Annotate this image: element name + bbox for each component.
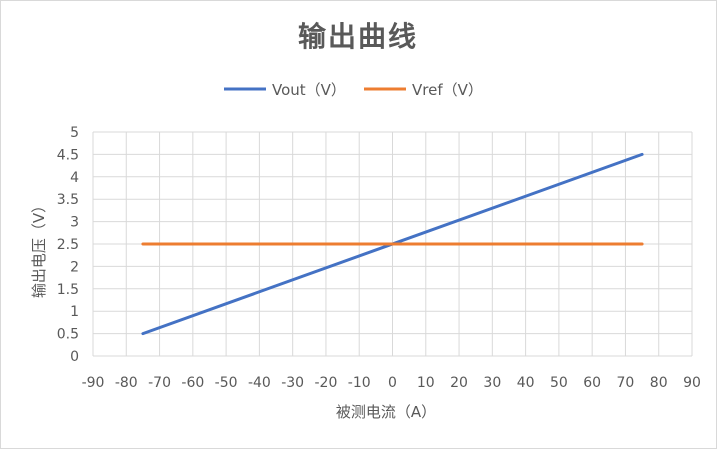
x-tick-label: -60 [181, 375, 204, 391]
y-tick-label: 0 [70, 349, 79, 365]
x-tick-label: 90 [683, 375, 701, 391]
legend-label-vout: Vout（V） [272, 81, 346, 99]
x-tick-label: -20 [315, 375, 338, 391]
series-lines [141, 152, 644, 336]
chart-title: 输出曲线 [298, 20, 418, 53]
x-tick-label: -30 [281, 375, 304, 391]
x-tick-label: -40 [248, 375, 271, 391]
y-tick-label: 0.5 [57, 327, 79, 343]
x-tick-label: 0 [388, 375, 397, 391]
x-tick-label: -70 [148, 375, 171, 391]
x-tick-label: -90 [82, 375, 105, 391]
y-tick-label: 1.5 [57, 282, 79, 298]
legend-label-vref: Vref（V） [412, 81, 483, 99]
x-tick-label: 30 [483, 375, 501, 391]
y-tick-label: 2 [70, 259, 79, 275]
legend: Vout（V） Vref（V） [224, 81, 483, 99]
x-axis-label: 被测电流（A） [336, 403, 436, 421]
x-tick-label: 20 [450, 375, 468, 391]
x-tick-label: -10 [348, 375, 371, 391]
x-tick-label: 60 [583, 375, 601, 391]
y-tick-label: 4 [70, 170, 79, 186]
y-tick-label: 2.5 [57, 237, 79, 253]
x-tick-label: 50 [550, 375, 568, 391]
y-tick-label: 4.5 [57, 147, 79, 163]
x-tick-label: -50 [215, 375, 238, 391]
y-tick-label: 3.5 [57, 192, 79, 208]
y-axis-label: 输出电压（V） [30, 198, 48, 298]
x-tick-label: 10 [417, 375, 435, 391]
x-tick-label: 80 [650, 375, 668, 391]
y-tick-label: 3 [70, 215, 79, 231]
y-tick-labels: 0 0.5 1 1.5 2 2.5 3 3.5 4 4.5 5 [57, 125, 79, 365]
y-tick-label: 1 [70, 304, 79, 320]
x-tick-label: 70 [617, 375, 635, 391]
x-tick-label: 40 [517, 375, 535, 391]
x-tick-labels: -90 -80 -70 -60 -50 -40 -30 -20 -10 0 10 20 30 40 50 60… [82, 375, 701, 391]
y-tick-label: 5 [70, 125, 79, 141]
x-tick-label: -80 [115, 375, 138, 391]
